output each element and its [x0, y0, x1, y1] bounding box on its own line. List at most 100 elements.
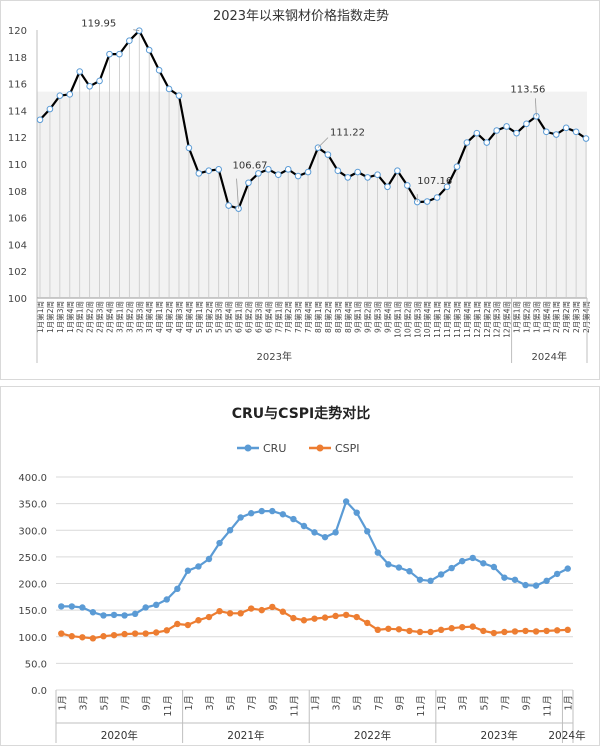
data-point-cru — [79, 604, 86, 611]
data-point-cspi — [311, 615, 318, 622]
data-point — [225, 202, 232, 209]
data-point — [116, 50, 123, 58]
data-point-cspi — [353, 613, 360, 621]
data-point-cru — [195, 563, 202, 570]
data-point — [572, 128, 580, 136]
data-point — [145, 46, 153, 54]
x-tick-label: 10月第2周 — [402, 301, 412, 338]
x-tick-label: 2月第2周 — [561, 301, 571, 333]
data-point-cspi — [142, 630, 149, 637]
data-point-cru — [364, 528, 371, 535]
data-point-cspi — [416, 628, 424, 636]
data-point — [423, 198, 431, 205]
data-point — [304, 168, 312, 176]
data-point — [384, 183, 391, 191]
data-point-cspi — [300, 617, 308, 624]
data-point-cru — [269, 507, 276, 515]
data-point — [255, 170, 262, 177]
data-point-cru — [553, 570, 561, 578]
x-tick-label: 5月第4周 — [224, 301, 234, 333]
x-tick-label: 7月第2周 — [283, 301, 293, 333]
data-point — [66, 91, 74, 98]
data-point-cspi — [448, 625, 455, 632]
x-tick-label: 6月第1周 — [234, 301, 244, 333]
x-tick-label: 4月第1周 — [154, 301, 164, 333]
data-point-cru — [469, 554, 476, 562]
data-point-cru — [142, 604, 149, 611]
data-point-cru — [258, 507, 265, 515]
data-point — [493, 127, 500, 134]
data-point — [324, 151, 332, 158]
y-tick-label: 104 — [8, 240, 27, 251]
x-tick-label: 5月 — [226, 695, 237, 711]
year-label: 2021年 — [227, 729, 264, 742]
data-point-cspi — [110, 631, 118, 639]
y-tick-label: 200.0 — [18, 580, 47, 591]
data-point-cru — [279, 511, 287, 518]
x-tick-label: 9月 — [142, 695, 153, 711]
data-point — [523, 120, 530, 128]
legend-label: CSPI — [335, 442, 360, 455]
data-point-cspi — [79, 634, 86, 641]
legend-swatch-marker — [316, 444, 324, 452]
data-point-cru — [353, 509, 360, 516]
data-point-cru — [153, 601, 160, 608]
annotation-leader — [534, 98, 537, 117]
x-tick-label: 9月第2周 — [363, 301, 373, 333]
data-point — [513, 129, 520, 137]
data-point — [354, 168, 361, 176]
data-point — [215, 166, 223, 173]
x-tick-label: 1月第3周 — [531, 301, 541, 333]
data-point — [473, 129, 481, 137]
y-tick-label: 250.0 — [18, 553, 47, 564]
data-point-cspi — [459, 623, 466, 631]
data-point — [96, 77, 103, 85]
data-point-cspi — [490, 629, 498, 637]
x-tick-label: 11月第2周 — [442, 301, 452, 338]
x-tick-label: 5月 — [99, 695, 110, 711]
data-point — [185, 144, 193, 152]
data-point-cspi — [89, 635, 97, 642]
data-point-cspi — [131, 630, 139, 637]
x-tick-label: 7月 — [500, 695, 511, 711]
data-point-cspi — [279, 608, 287, 615]
data-point-cru — [184, 567, 192, 574]
data-point-cspi — [68, 633, 76, 640]
x-tick-label: 2月第4周 — [581, 301, 591, 333]
x-tick-label: 1月第4周 — [541, 301, 551, 333]
data-point — [364, 174, 371, 181]
data-point-cru — [68, 603, 76, 610]
x-tick-label: 1月第2周 — [521, 301, 531, 333]
data-point-cru — [226, 527, 234, 534]
data-point — [334, 167, 342, 174]
data-point-cru — [385, 561, 392, 568]
x-tick-label: 3月第4周 — [144, 301, 154, 333]
x-tick-label: 12月第1周 — [472, 301, 482, 338]
x-tick-label: 2月第1周 — [75, 301, 85, 333]
x-tick-label: 7月 — [247, 695, 258, 711]
x-tick-label: 10月第1周 — [392, 301, 402, 338]
data-point-cru — [416, 576, 424, 583]
data-point-cspi — [437, 626, 445, 634]
data-point — [284, 166, 292, 173]
annotation-label: 106.67 — [233, 161, 268, 172]
data-point-cru — [163, 596, 170, 603]
x-tick-label: 3月 — [332, 695, 343, 711]
x-tick-label: 1月第2周 — [45, 301, 55, 333]
x-tick-label: 3月 — [78, 695, 89, 711]
y-tick-label: 116 — [8, 80, 27, 91]
x-tick-label: 9月 — [395, 695, 406, 711]
data-point-cru — [174, 585, 181, 593]
data-point-cru — [501, 574, 508, 581]
data-point-cspi — [480, 627, 487, 635]
x-tick-label: 11月第1周 — [432, 301, 442, 338]
x-tick-label: 2月第3周 — [95, 301, 105, 333]
data-point-cru — [247, 510, 255, 517]
y-tick-label: 102 — [8, 267, 27, 278]
annotation-leader — [317, 137, 329, 148]
data-point-cru — [406, 568, 413, 575]
legend-item-cru: CRU — [237, 442, 286, 455]
y-tick-label: 0.0 — [31, 686, 47, 697]
data-point-cspi — [153, 629, 160, 636]
annotation-label: 111.22 — [330, 128, 365, 139]
